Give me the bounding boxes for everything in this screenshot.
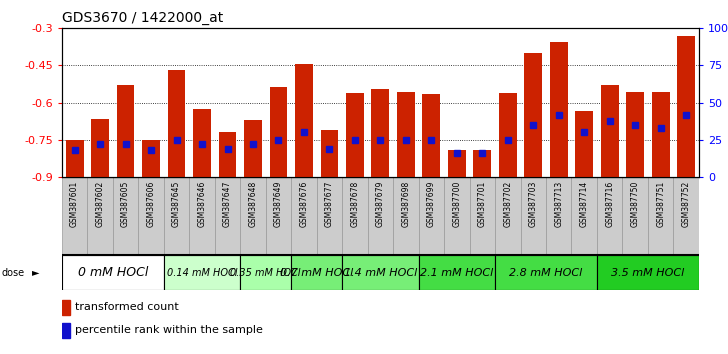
FancyBboxPatch shape xyxy=(342,255,419,290)
Text: GSM387750: GSM387750 xyxy=(630,181,640,227)
Text: GSM387699: GSM387699 xyxy=(427,181,436,227)
Text: GSM387700: GSM387700 xyxy=(452,181,462,227)
Bar xyxy=(116,85,135,177)
Text: GSM387679: GSM387679 xyxy=(376,181,385,227)
FancyBboxPatch shape xyxy=(164,255,240,290)
Text: GSM387606: GSM387606 xyxy=(146,181,156,227)
Text: 2.8 mM HOCl: 2.8 mM HOCl xyxy=(510,268,582,278)
Text: 0 mM HOCl: 0 mM HOCl xyxy=(78,266,148,279)
FancyBboxPatch shape xyxy=(266,177,291,255)
FancyBboxPatch shape xyxy=(597,255,699,290)
Bar xyxy=(550,42,568,177)
Text: 0.35 mM HOCl: 0.35 mM HOCl xyxy=(231,268,301,278)
FancyBboxPatch shape xyxy=(648,177,673,255)
Text: GSM387602: GSM387602 xyxy=(95,181,105,227)
Text: GSM387677: GSM387677 xyxy=(325,181,334,227)
Text: GSM387648: GSM387648 xyxy=(248,181,258,227)
FancyBboxPatch shape xyxy=(62,255,164,290)
Text: dose: dose xyxy=(1,268,25,278)
Text: GDS3670 / 1422000_at: GDS3670 / 1422000_at xyxy=(62,11,223,25)
FancyBboxPatch shape xyxy=(240,177,266,255)
Text: GSM387752: GSM387752 xyxy=(681,181,691,227)
Bar xyxy=(371,89,389,177)
Bar xyxy=(677,36,695,177)
FancyBboxPatch shape xyxy=(164,177,189,255)
FancyBboxPatch shape xyxy=(87,177,113,255)
Text: GSM387702: GSM387702 xyxy=(503,181,513,227)
FancyBboxPatch shape xyxy=(368,177,393,255)
Bar xyxy=(397,92,415,177)
Text: GSM387601: GSM387601 xyxy=(70,181,79,227)
FancyBboxPatch shape xyxy=(673,177,699,255)
Bar xyxy=(575,111,593,177)
Text: transformed count: transformed count xyxy=(75,302,178,312)
Bar xyxy=(62,323,70,338)
Bar xyxy=(448,150,466,177)
Text: 2.1 mM HOCl: 2.1 mM HOCl xyxy=(420,268,494,278)
Text: 1.4 mM HOCl: 1.4 mM HOCl xyxy=(344,268,417,278)
Bar xyxy=(244,120,262,177)
FancyBboxPatch shape xyxy=(470,177,495,255)
Text: GSM387678: GSM387678 xyxy=(350,181,360,227)
Text: GSM387649: GSM387649 xyxy=(274,181,283,227)
FancyBboxPatch shape xyxy=(240,255,291,290)
Text: GSM387716: GSM387716 xyxy=(605,181,614,227)
Bar xyxy=(91,119,109,177)
FancyBboxPatch shape xyxy=(622,177,648,255)
Text: GSM387714: GSM387714 xyxy=(579,181,589,227)
Text: GSM387676: GSM387676 xyxy=(299,181,309,227)
FancyBboxPatch shape xyxy=(419,177,444,255)
Text: GSM387701: GSM387701 xyxy=(478,181,487,227)
Bar xyxy=(167,70,186,177)
Bar xyxy=(269,86,288,177)
FancyBboxPatch shape xyxy=(317,177,342,255)
FancyBboxPatch shape xyxy=(571,177,597,255)
Text: GSM387647: GSM387647 xyxy=(223,181,232,227)
FancyBboxPatch shape xyxy=(62,177,87,255)
FancyBboxPatch shape xyxy=(138,177,164,255)
Text: GSM387703: GSM387703 xyxy=(529,181,538,227)
Text: 3.5 mM HOCl: 3.5 mM HOCl xyxy=(612,268,684,278)
Bar xyxy=(295,64,313,177)
Text: GSM387751: GSM387751 xyxy=(656,181,665,227)
FancyBboxPatch shape xyxy=(291,255,342,290)
Bar xyxy=(62,300,70,314)
FancyBboxPatch shape xyxy=(189,177,215,255)
FancyBboxPatch shape xyxy=(393,177,419,255)
FancyBboxPatch shape xyxy=(521,177,546,255)
FancyBboxPatch shape xyxy=(495,255,597,290)
FancyBboxPatch shape xyxy=(291,177,317,255)
Text: GSM387605: GSM387605 xyxy=(121,181,130,227)
Text: GSM387645: GSM387645 xyxy=(172,181,181,227)
FancyBboxPatch shape xyxy=(546,177,571,255)
FancyBboxPatch shape xyxy=(597,177,622,255)
Bar xyxy=(473,150,491,177)
Bar xyxy=(320,130,339,177)
Bar xyxy=(66,140,84,177)
Bar xyxy=(142,140,160,177)
Bar xyxy=(626,92,644,177)
Bar xyxy=(601,85,619,177)
FancyBboxPatch shape xyxy=(444,177,470,255)
Text: 0.7 mM HOCl: 0.7 mM HOCl xyxy=(280,268,353,278)
Bar xyxy=(218,132,237,177)
FancyBboxPatch shape xyxy=(113,177,138,255)
Bar xyxy=(193,109,211,177)
Text: GSM387646: GSM387646 xyxy=(197,181,207,227)
Bar xyxy=(422,94,440,177)
FancyBboxPatch shape xyxy=(215,177,240,255)
Text: ►: ► xyxy=(32,268,39,278)
Text: 0.14 mM HOCl: 0.14 mM HOCl xyxy=(167,268,237,278)
FancyBboxPatch shape xyxy=(495,177,521,255)
Text: GSM387698: GSM387698 xyxy=(401,181,411,227)
Bar xyxy=(652,92,670,177)
FancyBboxPatch shape xyxy=(419,255,495,290)
Text: percentile rank within the sample: percentile rank within the sample xyxy=(75,325,263,335)
Text: GSM387713: GSM387713 xyxy=(554,181,563,227)
Bar xyxy=(524,53,542,177)
Bar xyxy=(499,93,517,177)
FancyBboxPatch shape xyxy=(342,177,368,255)
Bar xyxy=(346,93,364,177)
